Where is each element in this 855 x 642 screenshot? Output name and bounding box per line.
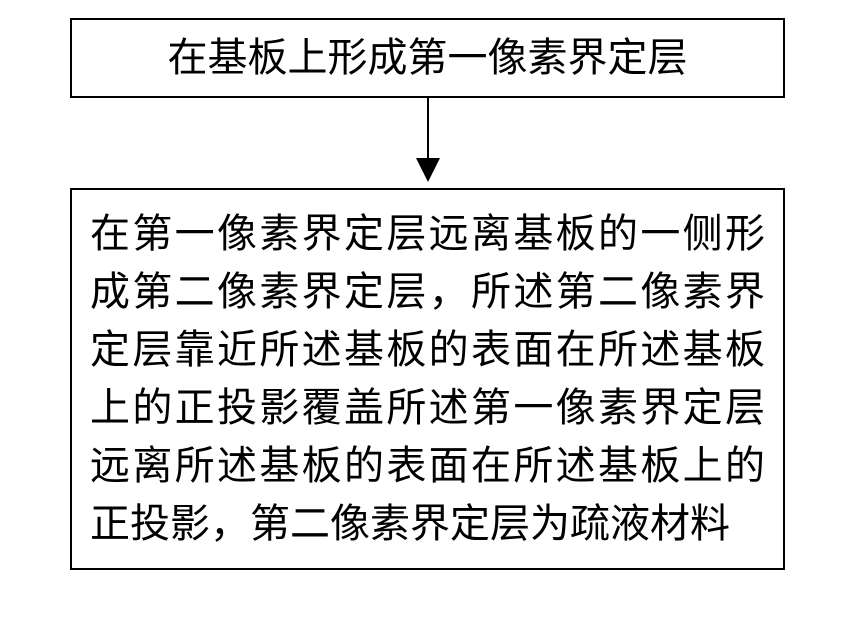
step2-text: 在第一像素界定层远离基板的一侧形成第二像素界定层，所述第二像素界定层靠近所述基板… xyxy=(90,205,765,553)
arrow-head-icon xyxy=(416,158,440,182)
arrow-line xyxy=(427,98,429,158)
flowchart-node-step2: 在第一像素界定层远离基板的一侧形成第二像素界定层，所述第二像素界定层靠近所述基板… xyxy=(70,188,785,570)
flowchart-arrow xyxy=(416,98,440,188)
step1-text: 在基板上形成第一像素界定层 xyxy=(168,38,688,78)
flowchart-node-step1: 在基板上形成第一像素界定层 xyxy=(70,18,785,98)
